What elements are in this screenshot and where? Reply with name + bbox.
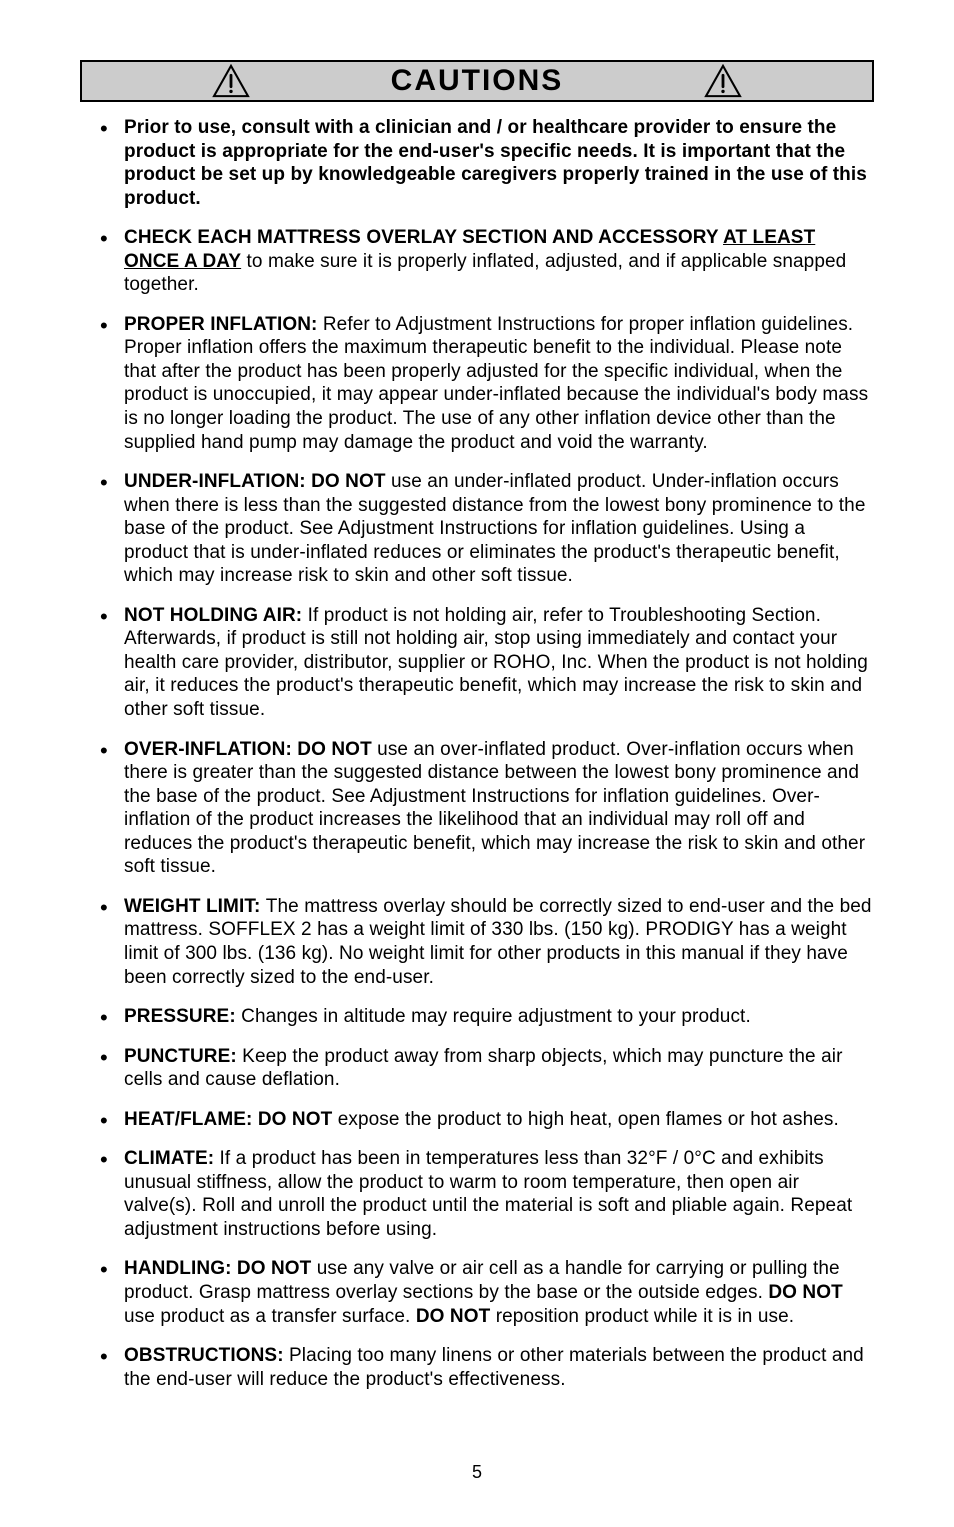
warning-triangle-icon: [212, 64, 250, 103]
caution-lead: NOT HOLDING AIR:: [124, 605, 308, 626]
cautions-title: CAUTIONS: [391, 64, 564, 98]
caution-item: HANDLING: DO NOT use any valve or air ce…: [100, 1257, 874, 1328]
caution-item: PROPER INFLATION: Refer to Adjustment In…: [100, 313, 874, 454]
page-number: 5: [0, 1462, 954, 1483]
caution-lead: CHECK EACH MATTRESS OVERLAY SECTION AND …: [124, 227, 723, 248]
caution-body: expose the product to high heat, open fl…: [338, 1109, 839, 1130]
caution-lead: HANDLING: DO NOT: [124, 1258, 317, 1279]
caution-body: If a product has been in temperatures le…: [124, 1148, 852, 1240]
caution-lead: OVER-INFLATION: DO NOT: [124, 739, 377, 760]
caution-item: PUNCTURE: Keep the product away from sha…: [100, 1045, 874, 1092]
caution-text: Prior to use, consult with a clinician a…: [124, 117, 867, 209]
caution-item: UNDER-INFLATION: DO NOT use an under-inf…: [100, 470, 874, 588]
caution-lead: PRESSURE:: [124, 1006, 241, 1027]
caution-item: CHECK EACH MATTRESS OVERLAY SECTION AND …: [100, 226, 874, 297]
caution-item: OBSTRUCTIONS: Placing too many linens or…: [100, 1344, 874, 1391]
caution-item: PRESSURE: Changes in altitude may requir…: [100, 1005, 874, 1029]
caution-item: CLIMATE: If a product has been in temper…: [100, 1147, 874, 1241]
cautions-list: Prior to use, consult with a clinician a…: [80, 116, 874, 1391]
caution-item: NOT HOLDING AIR: If product is not holdi…: [100, 604, 874, 722]
caution-lead: OBSTRUCTIONS:: [124, 1345, 289, 1366]
caution-item: OVER-INFLATION: DO NOT use an over-infla…: [100, 738, 874, 879]
cautions-header: CAUTIONS: [80, 60, 874, 102]
caution-lead: CLIMATE:: [124, 1148, 220, 1169]
caution-item: WEIGHT LIMIT: The mattress overlay shoul…: [100, 895, 874, 989]
warning-triangle-icon: [704, 64, 742, 103]
caution-lead: HEAT/FLAME: DO NOT: [124, 1109, 338, 1130]
caution-body: Changes in altitude may require adjustme…: [241, 1006, 751, 1027]
caution-item: HEAT/FLAME: DO NOT expose the product to…: [100, 1108, 874, 1132]
caution-lead: PROPER INFLATION:: [124, 314, 323, 335]
caution-lead: WEIGHT LIMIT:: [124, 896, 266, 917]
caution-lead: PUNCTURE:: [124, 1046, 242, 1067]
caution-item: Prior to use, consult with a clinician a…: [100, 116, 874, 210]
caution-lead: UNDER-INFLATION: DO NOT: [124, 471, 391, 492]
